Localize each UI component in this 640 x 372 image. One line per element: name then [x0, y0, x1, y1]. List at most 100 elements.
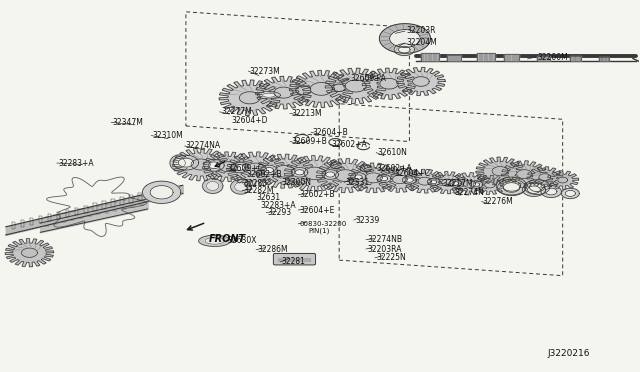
Polygon shape — [234, 164, 244, 170]
Text: 32213M: 32213M — [291, 109, 322, 118]
Polygon shape — [264, 167, 273, 173]
Polygon shape — [413, 77, 429, 86]
Text: 32286M: 32286M — [257, 245, 288, 254]
Polygon shape — [220, 162, 237, 172]
Text: 32273M: 32273M — [250, 67, 280, 76]
Polygon shape — [173, 155, 198, 170]
Polygon shape — [260, 165, 277, 175]
Polygon shape — [230, 162, 248, 173]
Polygon shape — [291, 167, 308, 177]
Polygon shape — [476, 157, 524, 185]
Polygon shape — [255, 76, 312, 109]
Text: 32631: 32631 — [256, 193, 280, 202]
Polygon shape — [545, 188, 557, 195]
Polygon shape — [170, 155, 189, 171]
Polygon shape — [255, 154, 314, 188]
Text: 32604+C: 32604+C — [394, 169, 430, 177]
Text: 32630X: 32630X — [227, 236, 257, 246]
Text: FRONT: FRONT — [209, 234, 246, 244]
Polygon shape — [202, 152, 253, 182]
Polygon shape — [447, 55, 461, 61]
Polygon shape — [230, 179, 251, 194]
Polygon shape — [173, 148, 228, 181]
Polygon shape — [351, 173, 366, 182]
Polygon shape — [380, 78, 398, 89]
Polygon shape — [275, 165, 295, 177]
Polygon shape — [449, 180, 462, 187]
Polygon shape — [325, 68, 387, 104]
Polygon shape — [463, 180, 476, 187]
Text: 32604+B: 32604+B — [312, 128, 348, 137]
Polygon shape — [304, 167, 326, 180]
Polygon shape — [22, 248, 37, 257]
Polygon shape — [558, 177, 568, 183]
Polygon shape — [207, 182, 219, 190]
Text: 32283+A: 32283+A — [58, 158, 94, 167]
Polygon shape — [502, 181, 520, 191]
Polygon shape — [355, 175, 362, 179]
Polygon shape — [442, 179, 454, 186]
Text: 32300N: 32300N — [282, 178, 312, 187]
Polygon shape — [421, 53, 439, 61]
Polygon shape — [541, 186, 561, 198]
Polygon shape — [390, 30, 420, 47]
Polygon shape — [565, 190, 575, 196]
Text: 32610N: 32610N — [378, 148, 407, 157]
Polygon shape — [547, 171, 579, 189]
Polygon shape — [380, 24, 431, 53]
Polygon shape — [397, 67, 445, 96]
Polygon shape — [429, 171, 467, 194]
Polygon shape — [289, 70, 353, 108]
Polygon shape — [219, 80, 280, 116]
Polygon shape — [403, 176, 417, 184]
Polygon shape — [431, 180, 437, 184]
Text: 32203RA: 32203RA — [367, 244, 402, 253]
Text: 32274NA: 32274NA — [186, 141, 221, 151]
Polygon shape — [484, 182, 495, 188]
Polygon shape — [477, 52, 495, 61]
Polygon shape — [326, 172, 335, 177]
Text: 32331: 32331 — [346, 178, 370, 187]
Text: 32276M: 32276M — [483, 197, 513, 206]
Polygon shape — [527, 186, 540, 193]
Polygon shape — [418, 177, 431, 185]
Polygon shape — [378, 166, 422, 192]
Text: 32602+A: 32602+A — [332, 140, 367, 149]
Polygon shape — [496, 177, 527, 195]
Polygon shape — [262, 93, 275, 97]
Text: 32604+D: 32604+D — [232, 116, 268, 125]
Polygon shape — [5, 238, 54, 267]
Polygon shape — [501, 161, 547, 187]
Text: 32609+A: 32609+A — [351, 74, 387, 83]
Polygon shape — [527, 167, 563, 187]
Text: 32604+E: 32604+E — [300, 206, 335, 215]
Polygon shape — [399, 46, 410, 53]
Polygon shape — [202, 179, 223, 193]
Text: 32203R: 32203R — [406, 26, 436, 35]
FancyBboxPatch shape — [273, 253, 316, 265]
Polygon shape — [316, 158, 375, 193]
Text: 32225N: 32225N — [376, 253, 406, 262]
Polygon shape — [174, 158, 185, 168]
Polygon shape — [235, 182, 247, 191]
Polygon shape — [452, 182, 459, 185]
Polygon shape — [404, 169, 445, 193]
Text: 32281: 32281 — [282, 257, 305, 266]
Text: 32602+B: 32602+B — [246, 170, 282, 179]
Polygon shape — [492, 167, 508, 176]
Polygon shape — [473, 175, 506, 195]
Text: 32347M: 32347M — [113, 118, 143, 127]
Polygon shape — [497, 179, 525, 196]
Polygon shape — [470, 181, 483, 188]
Polygon shape — [599, 57, 609, 61]
Text: J3220216: J3220216 — [547, 349, 590, 358]
Polygon shape — [227, 152, 285, 186]
Text: 32282M: 32282M — [243, 186, 274, 195]
Text: 32274NB: 32274NB — [367, 235, 403, 244]
Polygon shape — [322, 170, 339, 179]
Text: 32609+B: 32609+B — [291, 137, 327, 146]
Polygon shape — [428, 178, 440, 186]
Polygon shape — [522, 183, 545, 196]
Text: 32274N: 32274N — [454, 188, 484, 197]
Text: 32200M: 32200M — [537, 52, 568, 61]
